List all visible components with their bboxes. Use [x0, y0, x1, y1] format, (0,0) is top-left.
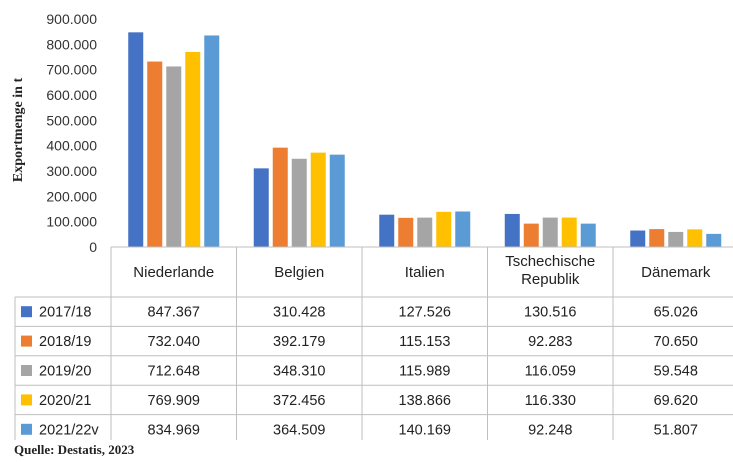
data-label: 65.026	[654, 305, 698, 321]
bar	[630, 230, 646, 247]
legend-label: 2021/22v	[39, 422, 99, 438]
legend-label: 2019/20	[39, 364, 91, 380]
y-tick-label: 900.000	[46, 11, 97, 27]
y-tick-label: 800.000	[46, 36, 97, 52]
data-label: 70.650	[654, 334, 698, 350]
data-label: 138.866	[399, 393, 451, 409]
bar-chart: Exportmenge in t 0 100.000 200.000 300.000 4…	[11, 11, 733, 440]
y-tick-label: 0	[89, 239, 97, 255]
data-label: 115.989	[399, 364, 450, 380]
bar	[668, 231, 684, 247]
bar	[166, 66, 182, 247]
data-label: 69.620	[654, 393, 698, 409]
data-label: 847.367	[148, 305, 200, 321]
data-label: 348.310	[273, 364, 325, 380]
data-label: 769.909	[148, 393, 200, 409]
bar	[523, 223, 539, 247]
data-label: 115.153	[399, 334, 450, 350]
category-label: Dänemark	[641, 264, 711, 281]
data-label: 364.509	[273, 422, 325, 438]
bar	[253, 168, 269, 247]
y-axis-label: Exportmenge in t	[11, 78, 26, 183]
data-label: 372.456	[273, 393, 325, 409]
legend-key	[21, 306, 32, 318]
data-label: 310.428	[273, 305, 325, 321]
legend-key	[21, 365, 32, 376]
bar	[379, 214, 395, 247]
legend-key	[21, 335, 32, 347]
legend-key	[21, 423, 32, 435]
bar	[580, 223, 596, 247]
legend-key	[21, 394, 32, 406]
bar	[128, 32, 144, 247]
y-tick-label: 300.000	[46, 163, 97, 179]
bar	[455, 211, 471, 247]
y-tick-label: 100.000	[46, 214, 97, 230]
category-label: Belgien	[274, 264, 324, 281]
y-tick-label: 600.000	[46, 87, 97, 103]
bar	[542, 217, 558, 247]
bar	[436, 211, 452, 247]
bar	[687, 229, 703, 247]
bar	[649, 229, 665, 247]
category-label: Niederlande	[133, 264, 214, 281]
bar	[310, 152, 326, 247]
category-label: Tschechische Republik	[505, 253, 595, 288]
bar	[147, 61, 163, 247]
y-tick-label: 700.000	[46, 62, 97, 78]
data-label: 116.330	[525, 393, 576, 409]
category-label: Italien	[405, 264, 445, 281]
data-label: 51.807	[654, 422, 698, 438]
data-label: 140.169	[399, 422, 451, 438]
legend-label: 2018/19	[39, 334, 91, 350]
data-label: 116.059	[525, 364, 576, 380]
bar	[504, 213, 520, 247]
bar	[185, 51, 201, 247]
data-label: 712.648	[148, 364, 200, 380]
y-tick-label: 400.000	[46, 138, 97, 154]
bar	[417, 217, 433, 247]
source-note: Quelle: Destatis, 2023	[14, 442, 135, 457]
data-label: 59.548	[654, 364, 698, 380]
data-label: 92.248	[528, 422, 572, 438]
bar	[561, 217, 577, 247]
data-label: 392.179	[273, 334, 325, 350]
bar	[706, 233, 722, 247]
data-label: 127.526	[399, 305, 451, 321]
bar	[329, 154, 345, 247]
y-tick-label: 200.000	[46, 188, 97, 204]
y-tick-label: 500.000	[46, 112, 97, 128]
data-label: 130.516	[524, 305, 576, 321]
legend-label: 2020/21	[39, 393, 91, 409]
bar	[291, 158, 307, 247]
bar	[398, 217, 414, 247]
data-label: 834.969	[148, 422, 200, 438]
data-label: 732.040	[148, 334, 200, 350]
bar	[272, 147, 288, 247]
legend-label: 2017/18	[39, 305, 91, 321]
bar	[204, 35, 220, 248]
data-label: 92.283	[528, 334, 572, 350]
